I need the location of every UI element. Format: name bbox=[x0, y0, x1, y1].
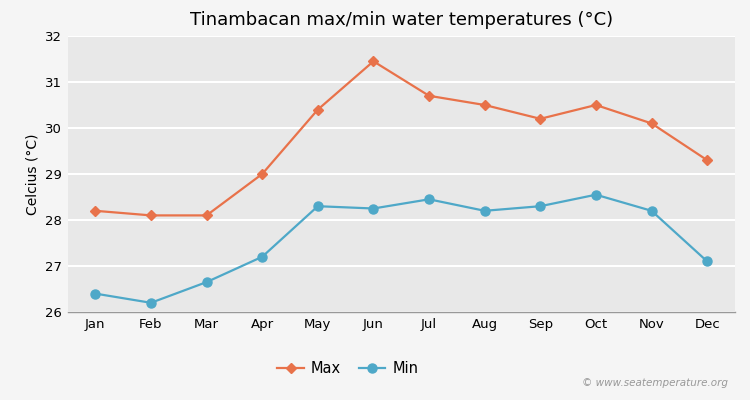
Line: Min: Min bbox=[91, 190, 712, 307]
Legend: Max, Min: Max, Min bbox=[272, 355, 424, 382]
Min bbox=[536, 204, 544, 209]
Min bbox=[592, 192, 601, 197]
Max bbox=[202, 213, 211, 218]
Line: Max: Max bbox=[92, 58, 711, 219]
Min bbox=[202, 280, 211, 284]
Max bbox=[91, 208, 100, 213]
Min bbox=[369, 206, 378, 211]
Min bbox=[647, 208, 656, 213]
Min bbox=[703, 259, 712, 264]
Min bbox=[258, 254, 267, 259]
Min bbox=[91, 291, 100, 296]
Max bbox=[424, 93, 433, 98]
Max bbox=[369, 59, 378, 64]
Min bbox=[424, 197, 433, 202]
Max bbox=[536, 116, 544, 121]
Max bbox=[314, 107, 322, 112]
Y-axis label: Celcius (°C): Celcius (°C) bbox=[26, 133, 40, 215]
Max bbox=[703, 158, 712, 163]
Title: Tinambacan max/min water temperatures (°C): Tinambacan max/min water temperatures (°… bbox=[190, 11, 613, 29]
Text: © www.seatemperature.org: © www.seatemperature.org bbox=[581, 378, 728, 388]
Max bbox=[258, 172, 267, 176]
Min bbox=[314, 204, 322, 209]
Min bbox=[480, 208, 489, 213]
Max bbox=[647, 121, 656, 126]
Max bbox=[592, 102, 601, 107]
Max bbox=[480, 102, 489, 107]
Max bbox=[146, 213, 155, 218]
Min bbox=[146, 300, 155, 305]
